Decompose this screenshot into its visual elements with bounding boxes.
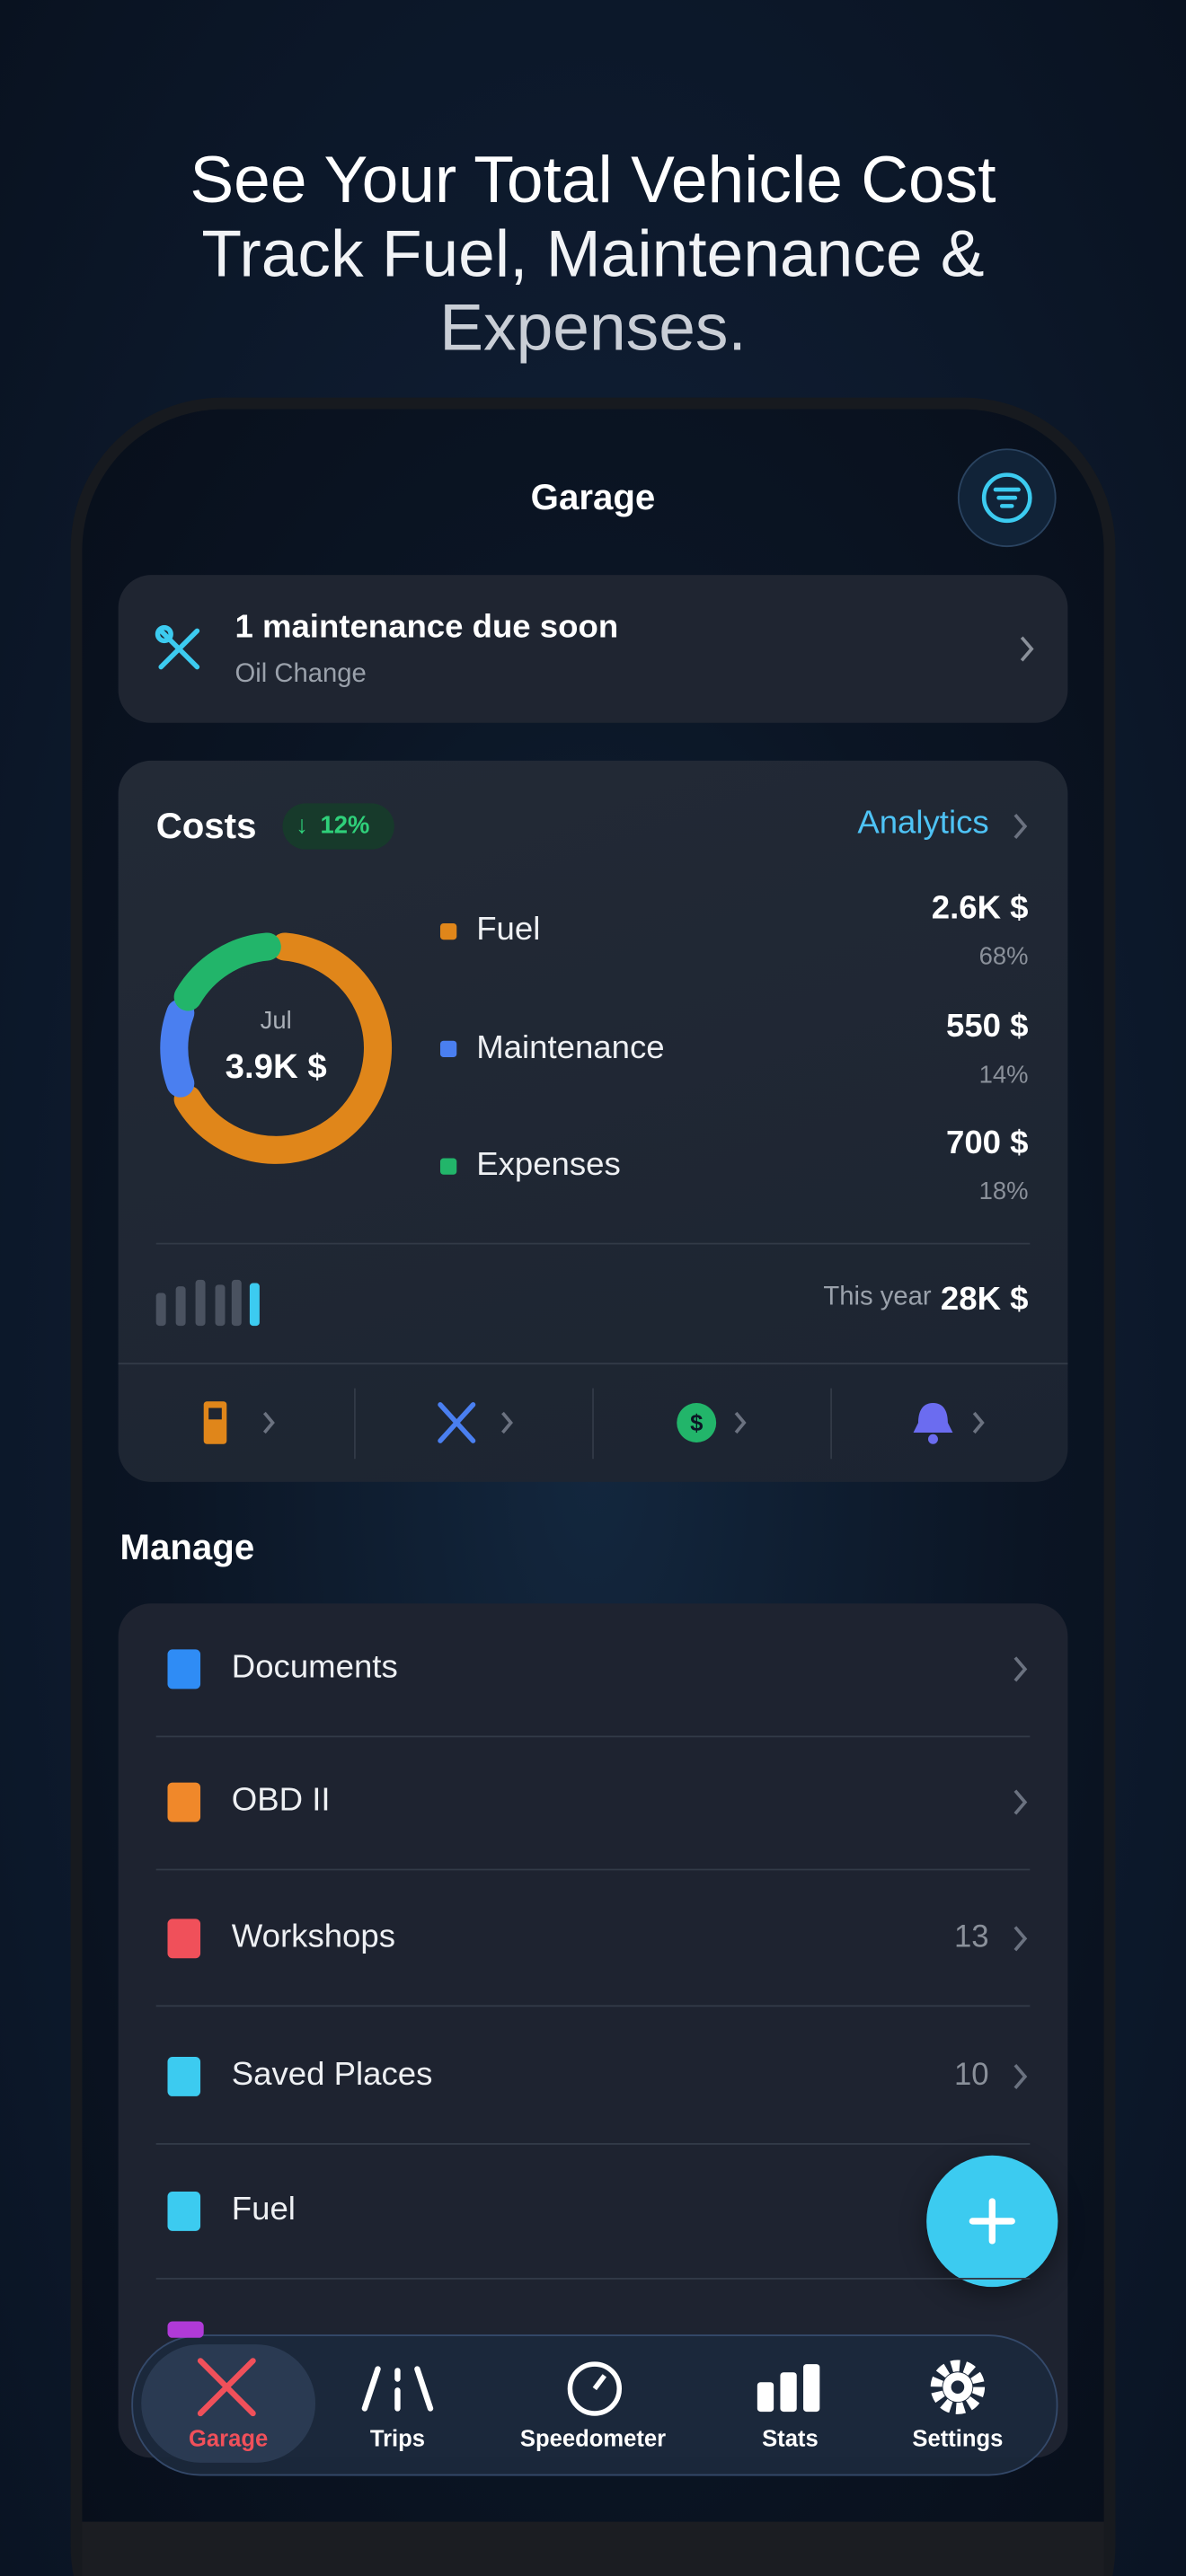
legend-label: Expenses [476, 1146, 621, 1183]
tab-label[interactable]: Speedometer [519, 2424, 667, 2452]
year-total: 28K $ [940, 1281, 1029, 1318]
change-badge [282, 803, 394, 850]
tab-label[interactable]: Stats [762, 2424, 819, 2452]
year-label: This year [823, 1283, 932, 1311]
change-arrow: ↓ [296, 811, 308, 840]
donut-month: Jul [260, 1007, 292, 1036]
cost-share: 14% [978, 1060, 1029, 1089]
costs-title: Costs [155, 805, 257, 846]
row-count: 10 [953, 2058, 989, 2094]
manage-title: Manage [119, 1526, 255, 1567]
legend-label: Maintenance [476, 1028, 665, 1066]
analytics-link[interactable]: Analytics [857, 805, 989, 842]
add-button[interactable] [926, 2155, 1058, 2288]
legend-label: Fuel [476, 912, 541, 948]
cost-amount: 550 $ [945, 1008, 1029, 1045]
headline: See Your Total Vehicle Cost [190, 144, 996, 217]
filter-icon [981, 472, 1032, 524]
row-label: OBD II [231, 1782, 331, 1819]
cost-amount: 700 $ [945, 1125, 1029, 1162]
tab-label[interactable]: Trips [369, 2424, 426, 2452]
row-count: 13 [953, 1920, 989, 1955]
row-label: Saved Places [231, 2057, 433, 2094]
change-value: 12% [320, 811, 370, 840]
donut-total: 3.9K $ [225, 1047, 327, 1087]
screen-title: Garage [530, 476, 656, 518]
headline: Track Fuel, Maintenance & [201, 218, 985, 291]
headline: Expenses. [439, 292, 747, 366]
plus-icon [969, 2198, 1015, 2245]
alert-subtitle: Oil Change [235, 660, 367, 689]
maintenance-alert[interactable] [118, 575, 1068, 723]
row-label: Fuel [231, 2192, 296, 2228]
phone-bottom [82, 2521, 1104, 2576]
tab-label[interactable]: Settings [912, 2424, 1004, 2452]
cost-share: 18% [978, 1178, 1029, 1206]
row-label: Documents [231, 1649, 398, 1686]
manage-card [118, 1603, 1068, 2458]
row-label: Workshops [231, 1919, 396, 1955]
alert-title: 1 maintenance due soon [235, 609, 619, 646]
cost-share: 68% [978, 942, 1029, 971]
cost-amount: 2.6K $ [931, 890, 1029, 927]
tab-label[interactable]: Garage [189, 2424, 269, 2452]
costs-card [118, 760, 1068, 1482]
filter-button[interactable] [957, 448, 1057, 548]
